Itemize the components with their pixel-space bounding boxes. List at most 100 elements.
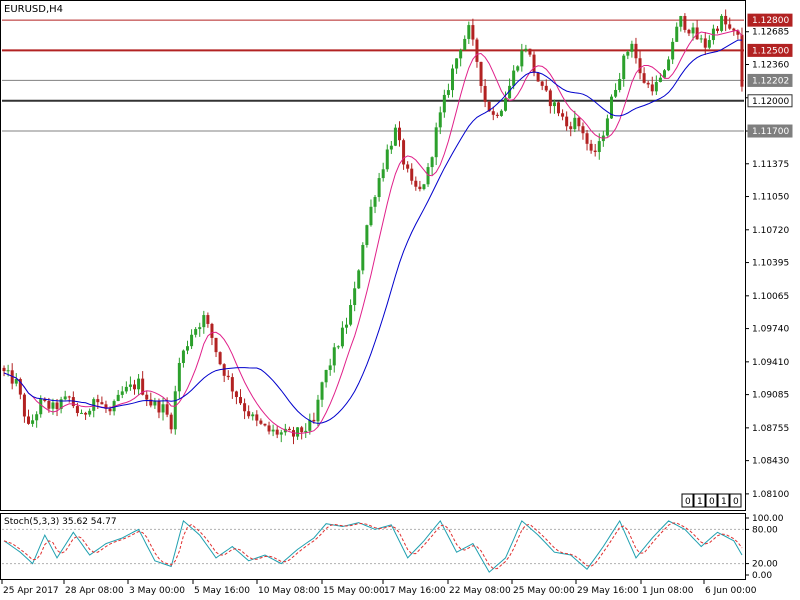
candle-body	[51, 402, 55, 409]
candle-body	[573, 117, 577, 130]
candle-body	[389, 145, 393, 150]
candle-body	[414, 180, 418, 187]
candle-body	[589, 143, 593, 151]
candle-body	[654, 82, 658, 92]
candle-body	[271, 429, 275, 432]
corner-button-4[interactable]	[729, 493, 742, 508]
candle-body	[630, 43, 634, 52]
time-axis: 25 Apr 2017 28 Apr 08:00 3 May 00:00 5 May …	[1, 580, 757, 596]
stoch-tick-label: 80.00	[752, 525, 778, 535]
candle-body	[71, 397, 75, 407]
time-tick-label: 1 Jun 08:00	[642, 586, 694, 596]
candle-body	[31, 420, 35, 424]
candle-body	[536, 72, 540, 82]
price-tick-label: 1.08755	[752, 424, 789, 434]
candle-body	[695, 27, 699, 40]
candle-body	[116, 394, 120, 402]
candle-body	[565, 116, 569, 127]
candle-body	[740, 34, 744, 87]
level-label-3: 1.12000	[752, 97, 789, 107]
candle-body	[255, 414, 259, 421]
indicator-label: Stoch(5,3,3) 35.62 54.77	[4, 517, 117, 527]
candle-body	[320, 382, 324, 400]
candle-body	[557, 102, 560, 114]
candle-body	[475, 39, 479, 62]
candle-body	[149, 399, 153, 406]
candle-body	[548, 90, 552, 107]
candle-body	[508, 85, 512, 99]
candle-body	[328, 365, 332, 370]
candle-body	[186, 346, 189, 351]
candle-body	[406, 164, 410, 169]
price-tick-label: 1.12685	[752, 28, 789, 38]
candle-body	[202, 315, 206, 328]
candle-body	[610, 96, 613, 119]
ma-fast-line	[3, 29, 743, 434]
candle-body	[230, 377, 234, 392]
candle-body	[226, 375, 230, 378]
candle-body	[251, 414, 255, 417]
candle-body	[67, 396, 71, 398]
candle-body	[524, 48, 528, 51]
candle-body	[618, 79, 622, 90]
candle-body	[84, 412, 88, 415]
candle-body	[292, 430, 295, 437]
candle-body	[732, 28, 736, 31]
candle-body	[214, 337, 218, 353]
price-tick-label: 1.11375	[752, 160, 789, 170]
candle-body	[88, 410, 92, 415]
price-tick-label: 1.10720	[752, 226, 789, 236]
candle-body	[683, 16, 687, 30]
candle-body	[43, 398, 47, 401]
candle-body	[540, 81, 544, 86]
candle-body	[402, 140, 406, 165]
price-tick-label: 1.09740	[752, 325, 789, 335]
candle-body	[483, 85, 487, 102]
candle-body	[467, 25, 471, 39]
time-tick-label: 22 May 08:00	[449, 586, 511, 596]
candle-body	[638, 58, 642, 74]
stoch-tick-label: 20.00	[752, 560, 778, 570]
candle-body	[381, 169, 385, 179]
horizontal-levels	[2, 19, 744, 132]
time-tick-label: 25 Apr 2017	[3, 586, 59, 596]
corner-button-label-2: 0	[709, 497, 715, 507]
candle-body	[426, 167, 430, 185]
corner-button-2[interactable]	[705, 493, 718, 508]
candle-body	[491, 111, 495, 115]
candle-body	[153, 401, 157, 406]
candle-body	[520, 50, 524, 67]
candle-body	[512, 70, 516, 86]
candle-body	[418, 186, 422, 190]
candle-body	[614, 89, 618, 97]
candle-body	[133, 384, 136, 390]
corner-button-3[interactable]	[717, 493, 730, 508]
candle-body	[528, 48, 532, 55]
corner-button-1[interactable]	[693, 493, 706, 508]
candle-body	[716, 28, 719, 31]
candle-body	[495, 114, 499, 116]
candle-body	[304, 430, 308, 433]
candle-body	[165, 404, 169, 415]
corner-button-label-3: 1	[721, 497, 727, 507]
candle-body	[22, 394, 26, 417]
candle-body	[177, 362, 181, 392]
candle-body	[487, 101, 491, 112]
price-tick-label: 1.12360	[752, 60, 789, 70]
price-tick-label: 1.11050	[752, 193, 789, 203]
price-tick-label: 1.08430	[752, 457, 789, 467]
candle-body	[324, 369, 328, 383]
corner-button-0[interactable]	[681, 493, 694, 508]
main-plot-area[interactable]	[0, 0, 746, 511]
candle-body	[6, 370, 10, 372]
candle-body	[385, 149, 389, 170]
candle-body	[39, 398, 43, 415]
candle-body	[357, 270, 361, 289]
corner-button-label-0: 0	[685, 497, 691, 507]
candle-body	[736, 30, 740, 35]
candle-body	[442, 94, 446, 113]
candle-body	[634, 43, 638, 59]
